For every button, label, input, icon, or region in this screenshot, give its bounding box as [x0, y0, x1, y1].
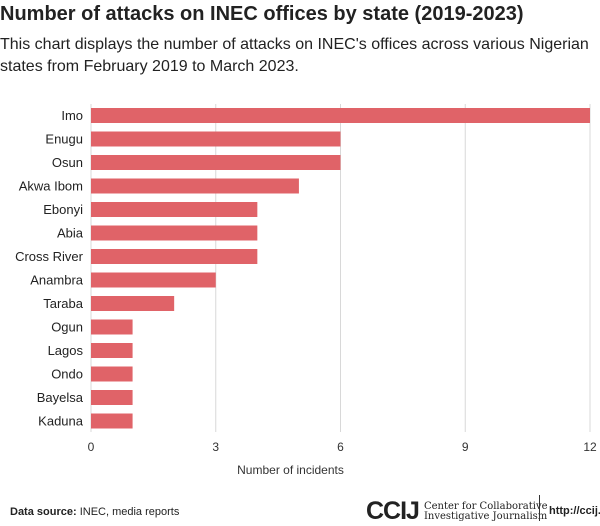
bar-kaduna [91, 413, 133, 429]
site-link[interactable]: http://ccij.io [549, 505, 600, 517]
y-tick-label: Taraba [43, 296, 84, 311]
y-tick-label: Ogun [51, 320, 83, 335]
y-tick-label: Anambra [30, 273, 84, 288]
y-tick-label: Lagos [48, 343, 84, 358]
x-axis-label: Number of incidents [237, 463, 344, 477]
y-tick-label: Osun [52, 155, 83, 170]
logo-line1: Center for Collaborative [423, 500, 548, 512]
y-tick-label: Enugu [45, 132, 83, 147]
ccij-logo: CCIJ Center for Collaborative Investigativ… [366, 497, 548, 526]
logo-line2: Investigative Journalism [423, 510, 548, 522]
y-tick-label: Ondo [51, 367, 83, 382]
logo-mark: CCIJ [366, 497, 420, 525]
bar-ondo [91, 366, 133, 382]
y-tick-label: Bayelsa [37, 390, 84, 405]
bar-taraba [91, 296, 175, 311]
bar-chart: 0 3 6 9 12 Imo Enugu Osun Akwa Ibom Ebonyi Abia Cro… [15, 104, 597, 477]
logo-text: Center for Collaborative Investigative Jo… [423, 500, 548, 522]
x-tick-label: 12 [583, 440, 597, 454]
chart-title: Number of attacks on INEC offices by sta… [0, 3, 524, 25]
x-tick-label: 6 [337, 440, 344, 454]
bar-akwa-ibom [91, 178, 299, 194]
chart-subtitle: This chart displays the number of attack… [0, 36, 589, 75]
y-tick-label: Ebonyi [43, 202, 83, 217]
bar-cross-river [91, 249, 258, 264]
divider [539, 495, 540, 521]
y-tick-label: Abia [57, 226, 84, 241]
bar-enugu [91, 131, 341, 147]
y-tick-label: Akwa Ibom [19, 179, 83, 194]
bar-ogun [91, 319, 133, 335]
bar-anambra [91, 272, 216, 288]
x-tick-label: 3 [212, 440, 219, 454]
bar-osun [91, 155, 341, 170]
y-tick-label: Cross River [15, 249, 84, 264]
bar-lagos [91, 343, 133, 358]
x-tick-label: 0 [88, 440, 95, 454]
x-tick-label: 9 [462, 440, 469, 454]
bar-imo [91, 108, 590, 123]
data-source: Data source: INEC, media reports [10, 506, 179, 518]
y-tick-label: Kaduna [38, 414, 84, 429]
source-label: Data source: [10, 506, 77, 518]
bar-abia [91, 225, 258, 241]
bar-bayelsa [91, 390, 133, 405]
bar-ebonyi [91, 202, 258, 217]
source-text: INEC, media reports [76, 506, 180, 518]
y-tick-label: Imo [61, 108, 83, 123]
